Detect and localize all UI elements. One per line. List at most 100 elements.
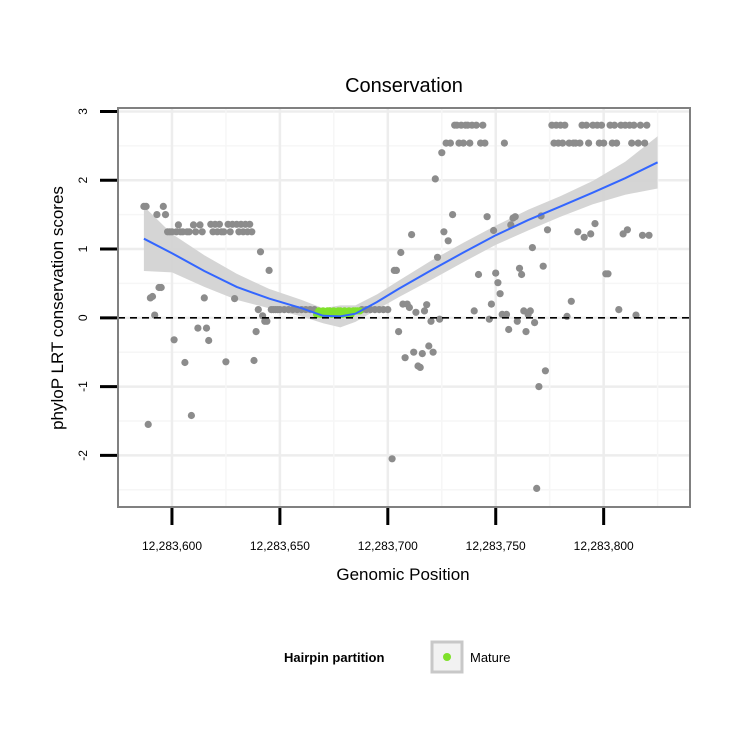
y-tick-label: 0 — [76, 314, 90, 321]
chart-title: Conservation — [345, 75, 463, 97]
plot-area: -2 -1 0 1 2 3 12,283,600 12,283,650 12,283,700 12… — [76, 107, 691, 553]
data-point — [580, 233, 588, 241]
data-point — [222, 358, 230, 366]
data-point — [446, 139, 454, 147]
data-point — [632, 311, 640, 319]
smooth-fit-line — [143, 161, 659, 318]
data-point — [388, 455, 396, 463]
x-tick-label: 12,283,650 — [250, 539, 310, 553]
data-point — [436, 315, 444, 323]
data-point — [535, 383, 543, 391]
data-point — [515, 264, 524, 272]
smooth-confidence-ribbon — [143, 136, 658, 328]
data-point — [185, 228, 193, 236]
data-point — [559, 139, 567, 147]
data-point — [585, 139, 593, 147]
data-point — [472, 121, 480, 129]
data-point — [511, 213, 519, 221]
data-point — [466, 139, 474, 147]
data-point — [161, 211, 170, 219]
data-point — [449, 211, 457, 219]
data-point — [485, 315, 493, 323]
data-point — [423, 301, 431, 309]
data-point — [518, 270, 526, 279]
data-point — [613, 139, 621, 147]
data-point — [408, 231, 416, 239]
data-point — [459, 139, 467, 147]
data-point — [615, 306, 623, 314]
data-point — [561, 121, 569, 129]
data-point — [597, 121, 606, 129]
data-point — [496, 290, 504, 298]
data-point — [248, 228, 256, 236]
data-point — [416, 363, 424, 371]
data-point — [582, 121, 591, 129]
data-point — [539, 262, 547, 270]
data-point — [226, 228, 234, 236]
data-point — [474, 270, 483, 279]
data-point — [427, 317, 435, 325]
data-point — [384, 306, 392, 314]
legend: Hairpin partition Mature — [284, 640, 510, 674]
data-point — [500, 139, 508, 147]
x-tick-label: 12,283,700 — [358, 539, 418, 553]
data-point — [576, 139, 584, 147]
data-point — [563, 312, 571, 320]
data-point — [425, 342, 433, 350]
legend-title: Hairpin partition — [284, 650, 384, 665]
data-point — [410, 348, 418, 356]
data-point — [401, 354, 409, 362]
y-tick-label: 2 — [76, 177, 90, 184]
data-point — [181, 358, 189, 367]
data-point — [533, 484, 541, 492]
data-point — [479, 121, 487, 129]
data-point — [505, 325, 513, 334]
data-point — [587, 230, 595, 238]
data-point — [392, 266, 400, 274]
legend-key-box — [430, 640, 464, 674]
data-point — [630, 121, 638, 129]
data-point — [513, 317, 521, 325]
data-point — [522, 328, 530, 336]
data-point — [623, 226, 632, 234]
data-point — [148, 292, 157, 301]
data-point — [420, 307, 429, 315]
data-point — [492, 269, 500, 277]
data-point — [438, 149, 446, 157]
data-point — [528, 244, 537, 252]
data-point — [543, 226, 552, 234]
data-point — [215, 220, 223, 228]
data-point — [200, 294, 208, 302]
data-point — [444, 237, 452, 245]
data-point — [157, 283, 165, 292]
data-point — [645, 231, 653, 239]
data-point — [144, 420, 152, 428]
data-point — [574, 228, 582, 236]
data-point — [641, 139, 649, 147]
x-tick-label: 12,283,800 — [574, 539, 634, 553]
data-point — [194, 324, 202, 332]
data-point — [192, 228, 200, 236]
data-point — [502, 310, 511, 318]
data-point — [433, 253, 442, 261]
data-point — [263, 317, 271, 325]
x-tick-label: 12,283,750 — [466, 539, 526, 553]
data-point — [643, 121, 651, 129]
data-point — [494, 279, 502, 287]
data-point — [487, 300, 495, 308]
y-tick-label: 1 — [76, 245, 90, 252]
data-point — [567, 297, 575, 305]
data-point — [405, 303, 413, 312]
data-point — [431, 175, 439, 183]
legend-label-mature: Mature — [470, 650, 510, 665]
data-point — [250, 356, 258, 365]
data-point — [418, 350, 426, 358]
data-point — [395, 328, 403, 336]
data-point — [189, 221, 198, 229]
data-point — [231, 295, 239, 303]
data-point — [470, 307, 478, 315]
data-point — [265, 266, 273, 274]
data-point — [483, 213, 491, 221]
data-point — [531, 319, 539, 327]
y-tick-label: 3 — [76, 108, 90, 115]
